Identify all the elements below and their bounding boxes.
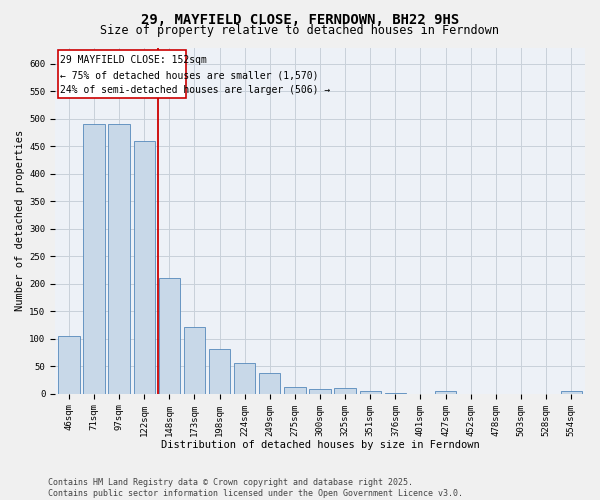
Bar <box>234 362 256 394</box>
Text: Contains HM Land Registry data © Crown copyright and database right 2025.
Contai: Contains HM Land Registry data © Crown c… <box>48 478 463 498</box>
Bar <box>284 388 305 394</box>
Bar <box>158 278 180 394</box>
X-axis label: Distribution of detached houses by size in Ferndown: Distribution of detached houses by size … <box>161 440 479 450</box>
Text: Size of property relative to detached houses in Ferndown: Size of property relative to detached ho… <box>101 24 499 37</box>
Bar <box>58 336 80 394</box>
Text: 29, MAYFIELD CLOSE, FERNDOWN, BH22 9HS: 29, MAYFIELD CLOSE, FERNDOWN, BH22 9HS <box>141 12 459 26</box>
Bar <box>109 124 130 394</box>
Bar <box>385 393 406 394</box>
Bar <box>560 391 582 394</box>
Bar <box>435 391 456 394</box>
Bar <box>310 390 331 394</box>
Bar <box>334 388 356 394</box>
Bar <box>134 141 155 394</box>
Text: 29 MAYFIELD CLOSE: 152sqm: 29 MAYFIELD CLOSE: 152sqm <box>59 55 206 65</box>
Text: ← 75% of detached houses are smaller (1,570): ← 75% of detached houses are smaller (1,… <box>59 70 318 80</box>
Bar <box>184 327 205 394</box>
Bar <box>359 391 381 394</box>
Bar <box>83 124 104 394</box>
Y-axis label: Number of detached properties: Number of detached properties <box>15 130 25 312</box>
Bar <box>259 373 280 394</box>
Bar <box>209 349 230 394</box>
Text: 24% of semi-detached houses are larger (506) →: 24% of semi-detached houses are larger (… <box>59 85 330 95</box>
FancyBboxPatch shape <box>58 50 185 98</box>
